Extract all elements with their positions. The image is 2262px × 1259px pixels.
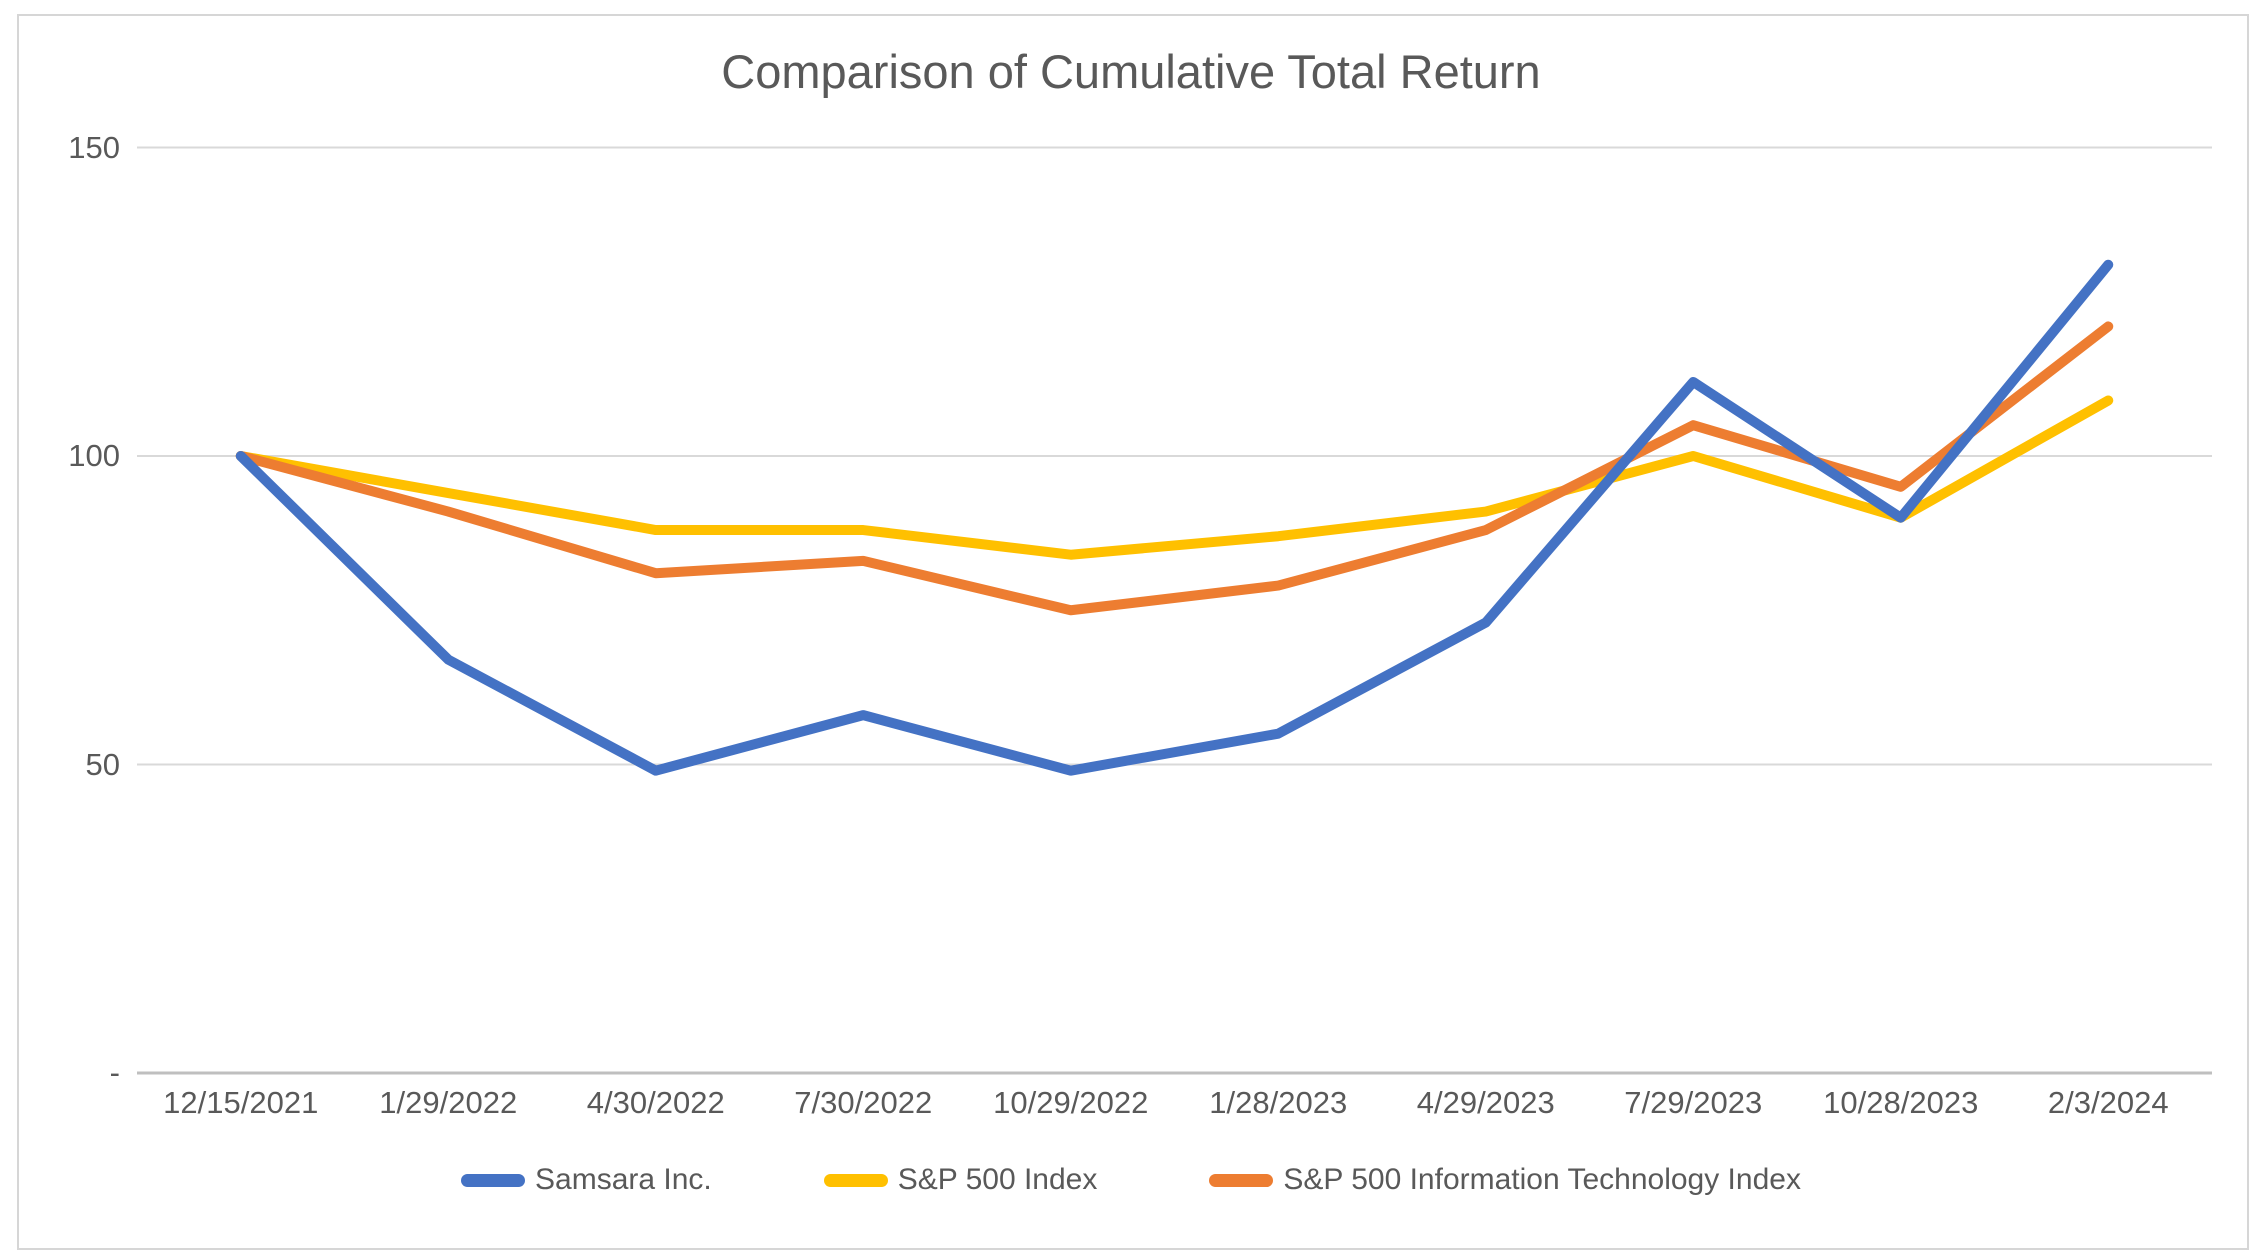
legend-item-sp500[interactable]: S&P 500 Index [823, 1163, 1098, 1197]
x-tick-label-10-29-2022: 10/29/2022 [993, 1085, 1149, 1120]
x-tick-label-4-29-2023: 4/29/2023 [1416, 1085, 1555, 1120]
legend-swatch-sp500 [823, 1173, 888, 1187]
legend-label-sp500-it: S&P 500 Information Technology Index [1283, 1163, 1801, 1196]
legend-item-samsara[interactable]: Samsara Inc. [461, 1163, 712, 1197]
legend-swatch-sp500-it [1209, 1173, 1274, 1187]
x-tick-label-7-30-2022: 7/30/2022 [794, 1085, 933, 1120]
chart-legend: Samsara Inc. S&P 500 Index S&P 500 Infor… [0, 1163, 2262, 1197]
legend-label-samsara: Samsara Inc. [535, 1163, 712, 1196]
x-tick-label-10-28-2023: 10/28/2023 [1823, 1085, 1979, 1120]
y-tick-label--: - [109, 1055, 120, 1090]
legend-label-sp500: S&P 500 Index [897, 1163, 1098, 1196]
y-tick-label-150: 150 [68, 129, 120, 165]
y-tick-label-50: 50 [85, 746, 120, 782]
x-tick-label-2-3-2024: 2/3/2024 [2047, 1085, 2169, 1120]
legend-swatch-samsara [461, 1173, 526, 1187]
x-tick-label-1-29-2022: 1/29/2022 [379, 1085, 518, 1120]
x-tick-label-1-28-2023: 1/28/2023 [1209, 1085, 1348, 1120]
series-line-samsara-inc[interactable] [235, 259, 2114, 776]
chart-title: Comparison of Cumulative Total Return [721, 45, 1541, 98]
x-tick-label-12-15-2021: 12/15/2021 [163, 1085, 319, 1120]
y-tick-label-100: 100 [68, 438, 120, 473]
series-line-s-p-500-index[interactable] [235, 395, 2114, 560]
x-tick-label-4-30-2022: 4/30/2022 [586, 1085, 725, 1120]
series-line-s-p-500-information-technology-index[interactable] [235, 321, 2114, 616]
x-tick-label-7-29-2023: 7/29/2023 [1624, 1085, 1763, 1120]
legend-item-sp500-it[interactable]: S&P 500 Information Technology Index [1209, 1163, 1801, 1197]
chart-outer-border [17, 14, 2249, 1250]
